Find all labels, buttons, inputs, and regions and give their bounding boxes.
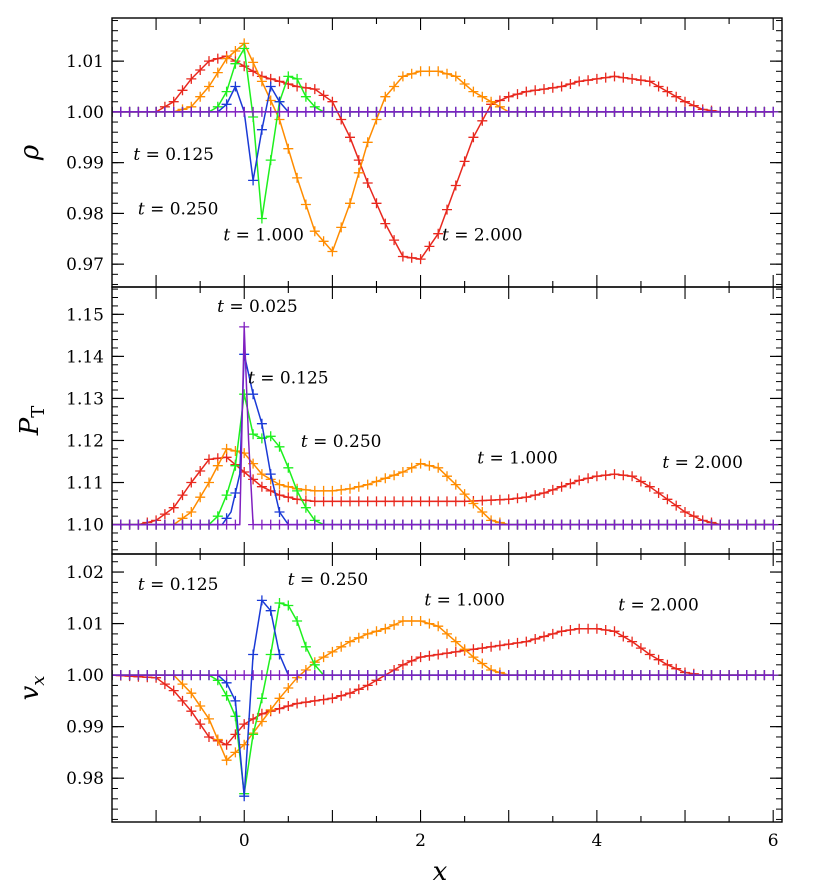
annotation-t0250: t = 0.250 xyxy=(301,432,382,452)
series-t0125 xyxy=(112,349,779,530)
panel-pt: 1.10 1.11 1.12 1.13 1.14 1.15 t = 0.025 t = 0.1… xyxy=(15,286,783,555)
series-markers xyxy=(112,670,779,681)
series-t0250 xyxy=(112,43,779,224)
x-tick-label: 0 xyxy=(239,831,250,851)
y-tick-label: 1.14 xyxy=(66,347,104,367)
y-tick-label: 1.12 xyxy=(66,431,104,451)
series-t2000 xyxy=(112,623,779,750)
x-tick-label: 4 xyxy=(591,831,602,851)
y-tick-label: 1.01 xyxy=(66,52,104,72)
annotation-t2000: t = 2.000 xyxy=(662,453,743,473)
y-axis-label-pt: PT xyxy=(15,406,49,437)
y-tick-label: 1.00 xyxy=(66,103,104,123)
y-tick-label: 0.99 xyxy=(66,718,104,738)
annotation-t0125: t = 0.125 xyxy=(138,575,219,595)
y-tick-label: 0.98 xyxy=(66,204,104,224)
y-tick-label: 1.15 xyxy=(66,305,104,325)
series-markers xyxy=(112,43,779,224)
panel-vx: 0.98 0.99 1.00 1.01 1.02 t = 0.125 t = 0.250 t … xyxy=(15,553,783,823)
panel-frame xyxy=(111,553,783,823)
series-line xyxy=(112,620,774,761)
y-tick-label: 0.98 xyxy=(66,769,104,789)
y-tick-label: 1.00 xyxy=(66,666,104,686)
series-t0025 xyxy=(112,321,779,530)
annotation-t0025: t = 0.025 xyxy=(217,297,298,317)
annotation-t0250: t = 0.250 xyxy=(138,199,219,219)
series-markers xyxy=(112,349,779,530)
y-axis-label-vx: vx xyxy=(15,676,49,701)
annotation-t2000: t = 2.000 xyxy=(618,596,699,616)
y-tick-label: 0.99 xyxy=(66,154,104,174)
y-axis-label-rho: ρ xyxy=(15,144,45,161)
x-axis-label: x xyxy=(433,857,448,887)
series-line xyxy=(112,627,774,746)
annotation-t0125: t = 0.125 xyxy=(248,369,329,389)
series-line xyxy=(112,353,774,526)
annotation-t1000: t = 1.000 xyxy=(223,225,304,245)
series-markers xyxy=(112,616,779,766)
series-markers xyxy=(112,106,779,117)
series-t0025 xyxy=(112,670,779,681)
series-markers xyxy=(112,598,779,799)
x-tick-label: 2 xyxy=(415,831,426,851)
annotation-t1000: t = 1.000 xyxy=(477,449,558,469)
panel-frame xyxy=(111,286,783,555)
annotation-t1000: t = 1.000 xyxy=(424,591,505,611)
series-line xyxy=(112,393,774,526)
x-tick-label: 6 xyxy=(768,831,779,851)
series-t0250 xyxy=(112,598,779,799)
y-tick-label: 0.97 xyxy=(66,255,104,275)
series-markers xyxy=(112,321,779,530)
y-tick-label: 1.11 xyxy=(66,474,104,494)
annotation-t0125: t = 0.125 xyxy=(133,145,214,165)
series-t1000 xyxy=(112,616,779,766)
series-t0025 xyxy=(112,106,779,117)
y-tick-label: 1.10 xyxy=(66,516,104,536)
series-line xyxy=(112,602,774,795)
series-line xyxy=(112,85,774,182)
annotation-t2000: t = 2.000 xyxy=(442,225,523,245)
series-line xyxy=(112,326,774,526)
y-tick-label: 1.02 xyxy=(66,563,104,583)
y-tick-label: 1.13 xyxy=(66,389,104,409)
y-tick-label: 1.01 xyxy=(66,615,104,635)
annotation-t0250: t = 0.250 xyxy=(288,570,369,590)
series-line xyxy=(112,47,774,220)
series-markers xyxy=(112,623,779,750)
